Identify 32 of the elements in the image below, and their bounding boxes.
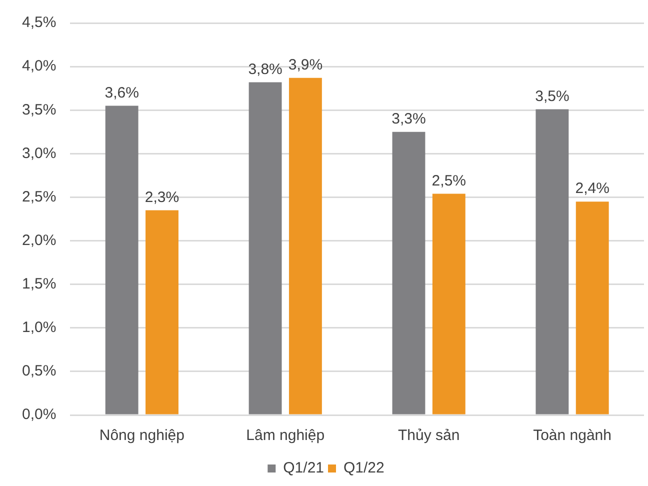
- x-tick-label: Lâm nghiệp: [246, 427, 325, 444]
- data-label: 3,5%: [535, 88, 570, 105]
- bar: [146, 210, 178, 414]
- data-label: 3,9%: [288, 56, 323, 74]
- bar: [105, 106, 138, 414]
- x-tick-label: Thủy sản: [398, 427, 460, 444]
- y-tick-label: 3,0%: [22, 144, 56, 162]
- x-tick-label: Nông nghiệp: [99, 427, 184, 444]
- data-label: 3,8%: [248, 60, 282, 78]
- y-tick-label: 4,0%: [22, 58, 56, 75]
- bar: [576, 202, 609, 414]
- y-tick-label: 0,5%: [22, 362, 56, 380]
- data-label: 2,3%: [144, 188, 180, 206]
- y-tick-label: 0,0%: [22, 406, 56, 424]
- data-label: 3,3%: [392, 110, 426, 128]
- bar: [248, 82, 282, 414]
- y-tick-label: 2,5%: [22, 188, 56, 206]
- y-tick-label: 2,0%: [22, 232, 56, 249]
- bar: [536, 109, 569, 414]
- x-tick-label: Toàn ngành: [533, 427, 612, 444]
- y-tick-label: 4,5%: [22, 14, 56, 32]
- data-label: 2,5%: [432, 172, 466, 190]
- legend-label: Q1/22: [344, 460, 384, 477]
- y-tick-label: 1,5%: [22, 275, 56, 292]
- legend-label: Q1/21: [283, 460, 324, 477]
- bar: [432, 194, 466, 414]
- bar: [392, 132, 426, 414]
- y-tick-label: 3,5%: [22, 101, 56, 118]
- data-label: 2,4%: [575, 180, 610, 198]
- bar: [288, 78, 322, 414]
- data-label: 3,6%: [104, 84, 139, 102]
- y-tick-label: 1,0%: [22, 319, 56, 336]
